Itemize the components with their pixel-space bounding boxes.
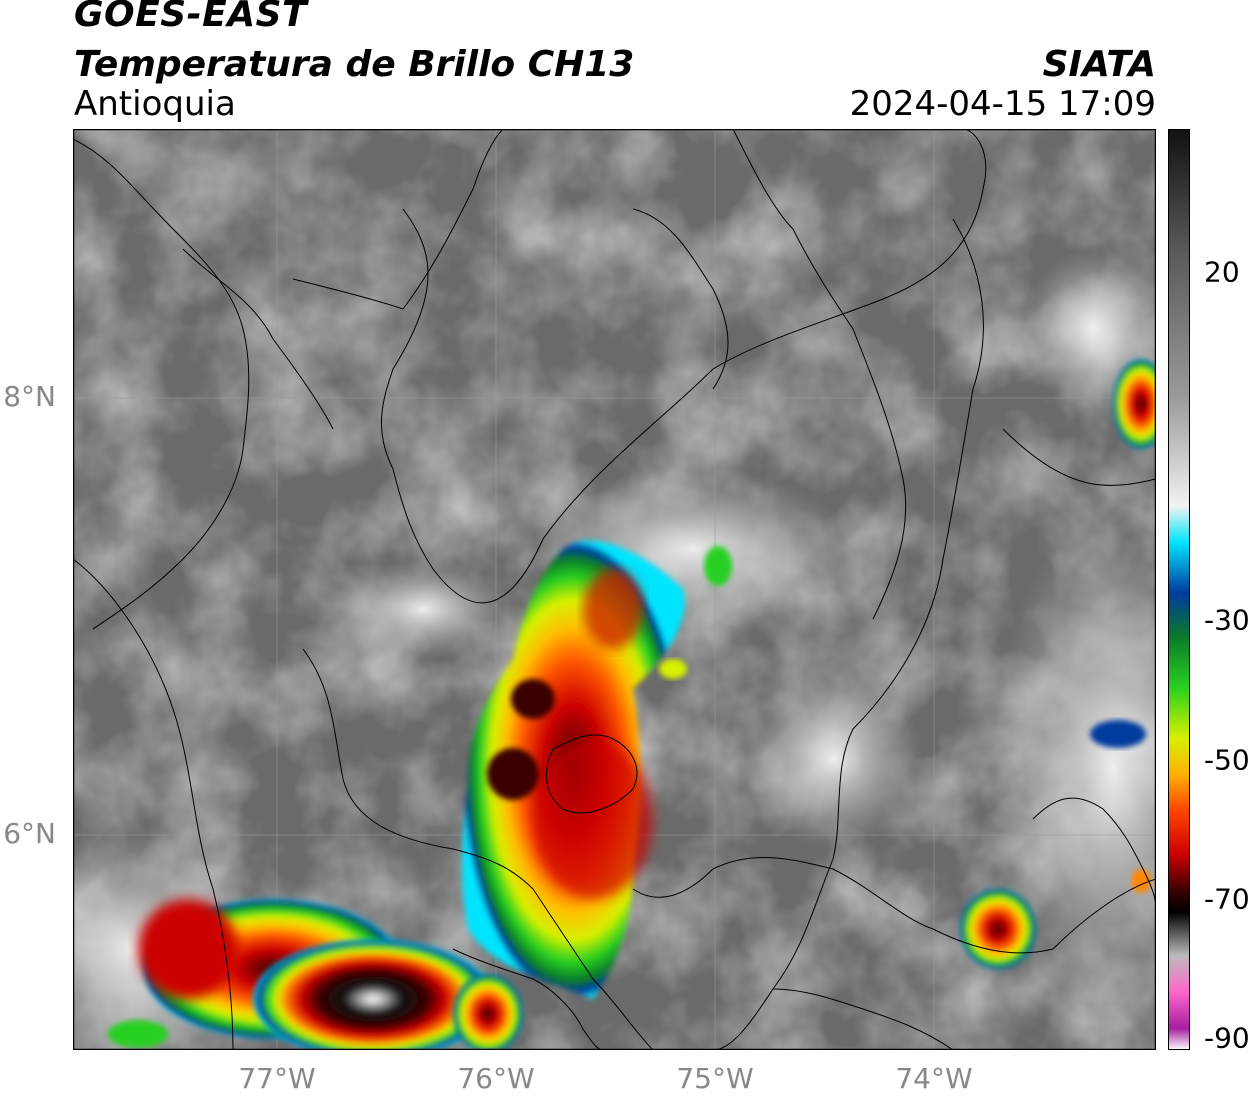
boundaries [73,129,1156,1050]
satellite-map [73,129,1156,1050]
cloud-field [73,249,1156,1050]
lon-label-76W: 76°W [457,1062,535,1095]
colorbar-tick-20: 20 [1204,255,1240,289]
lat-label-6N: 6°N [3,817,56,850]
colorbar-tick-minus90: -90 [1204,1021,1250,1055]
lon-label-75W: 75°W [676,1062,754,1095]
datetime-label: 2024-04-15 17:09 [849,84,1156,124]
colorbar-tick-minus30: -30 [1204,603,1250,637]
lon-label-77W: 77°W [238,1062,316,1095]
product-title: Temperatura de Brillo CH13 [74,44,635,85]
convective-cells [108,359,1156,1050]
colorbar [1168,129,1190,1050]
region-label: Antioquia [74,84,236,124]
colorbar-tick-minus50: -50 [1204,743,1250,777]
lon-label-74W: 74°W [895,1062,973,1095]
lat-label-8N: 8°N [3,380,56,413]
satellite-title: GOES-EAST [74,0,308,35]
colorbar-tick-minus70: -70 [1204,882,1250,916]
organization-label: SIATA [1042,44,1156,85]
